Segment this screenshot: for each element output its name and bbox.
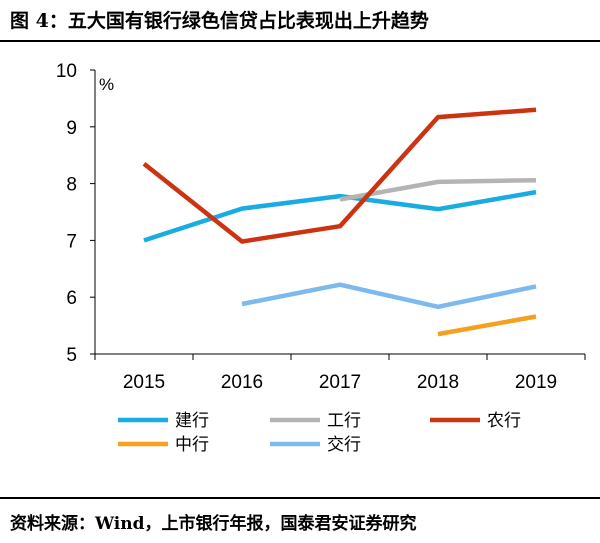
y-tick-label: 5 bbox=[66, 345, 77, 366]
legend-label: 工行 bbox=[327, 411, 361, 431]
legend-label: 农行 bbox=[487, 411, 521, 431]
y-tick-label: 10 bbox=[56, 61, 77, 82]
chart-series bbox=[142, 107, 537, 337]
series-line bbox=[142, 107, 537, 244]
y-tick-label: 7 bbox=[66, 231, 77, 252]
y-tick-label: 6 bbox=[66, 288, 77, 309]
y-tick-label: 9 bbox=[66, 118, 77, 139]
series-line bbox=[437, 314, 537, 337]
chart-title: 图 4：五大国有银行绿色信贷占比表现出上升趋势 bbox=[10, 10, 429, 32]
x-tick-label: 2019 bbox=[515, 372, 557, 393]
series-line bbox=[143, 189, 537, 243]
legend-label: 中行 bbox=[175, 435, 209, 455]
x-tick-label: 2015 bbox=[123, 372, 165, 393]
source-divider bbox=[0, 497, 600, 499]
chart-axes: 5 6 7 8 9 10% 2015 2016 2017 2018 2019 bbox=[56, 61, 586, 393]
legend-label: 交行 bbox=[327, 435, 361, 455]
x-tick-label: 2017 bbox=[319, 372, 361, 393]
legend-label: 建行 bbox=[175, 411, 209, 431]
x-tick-label: 2016 bbox=[221, 372, 263, 393]
series-line bbox=[241, 282, 537, 310]
x-tick-label: 2018 bbox=[417, 372, 459, 393]
y-tick-label: 8 bbox=[66, 175, 77, 196]
y-axis-unit-label: % bbox=[99, 75, 114, 94]
source-note: 资料来源：Wind，上市银行年报，国泰君安证券研究 bbox=[10, 514, 417, 534]
series-line bbox=[339, 177, 537, 202]
title-divider bbox=[0, 40, 600, 42]
